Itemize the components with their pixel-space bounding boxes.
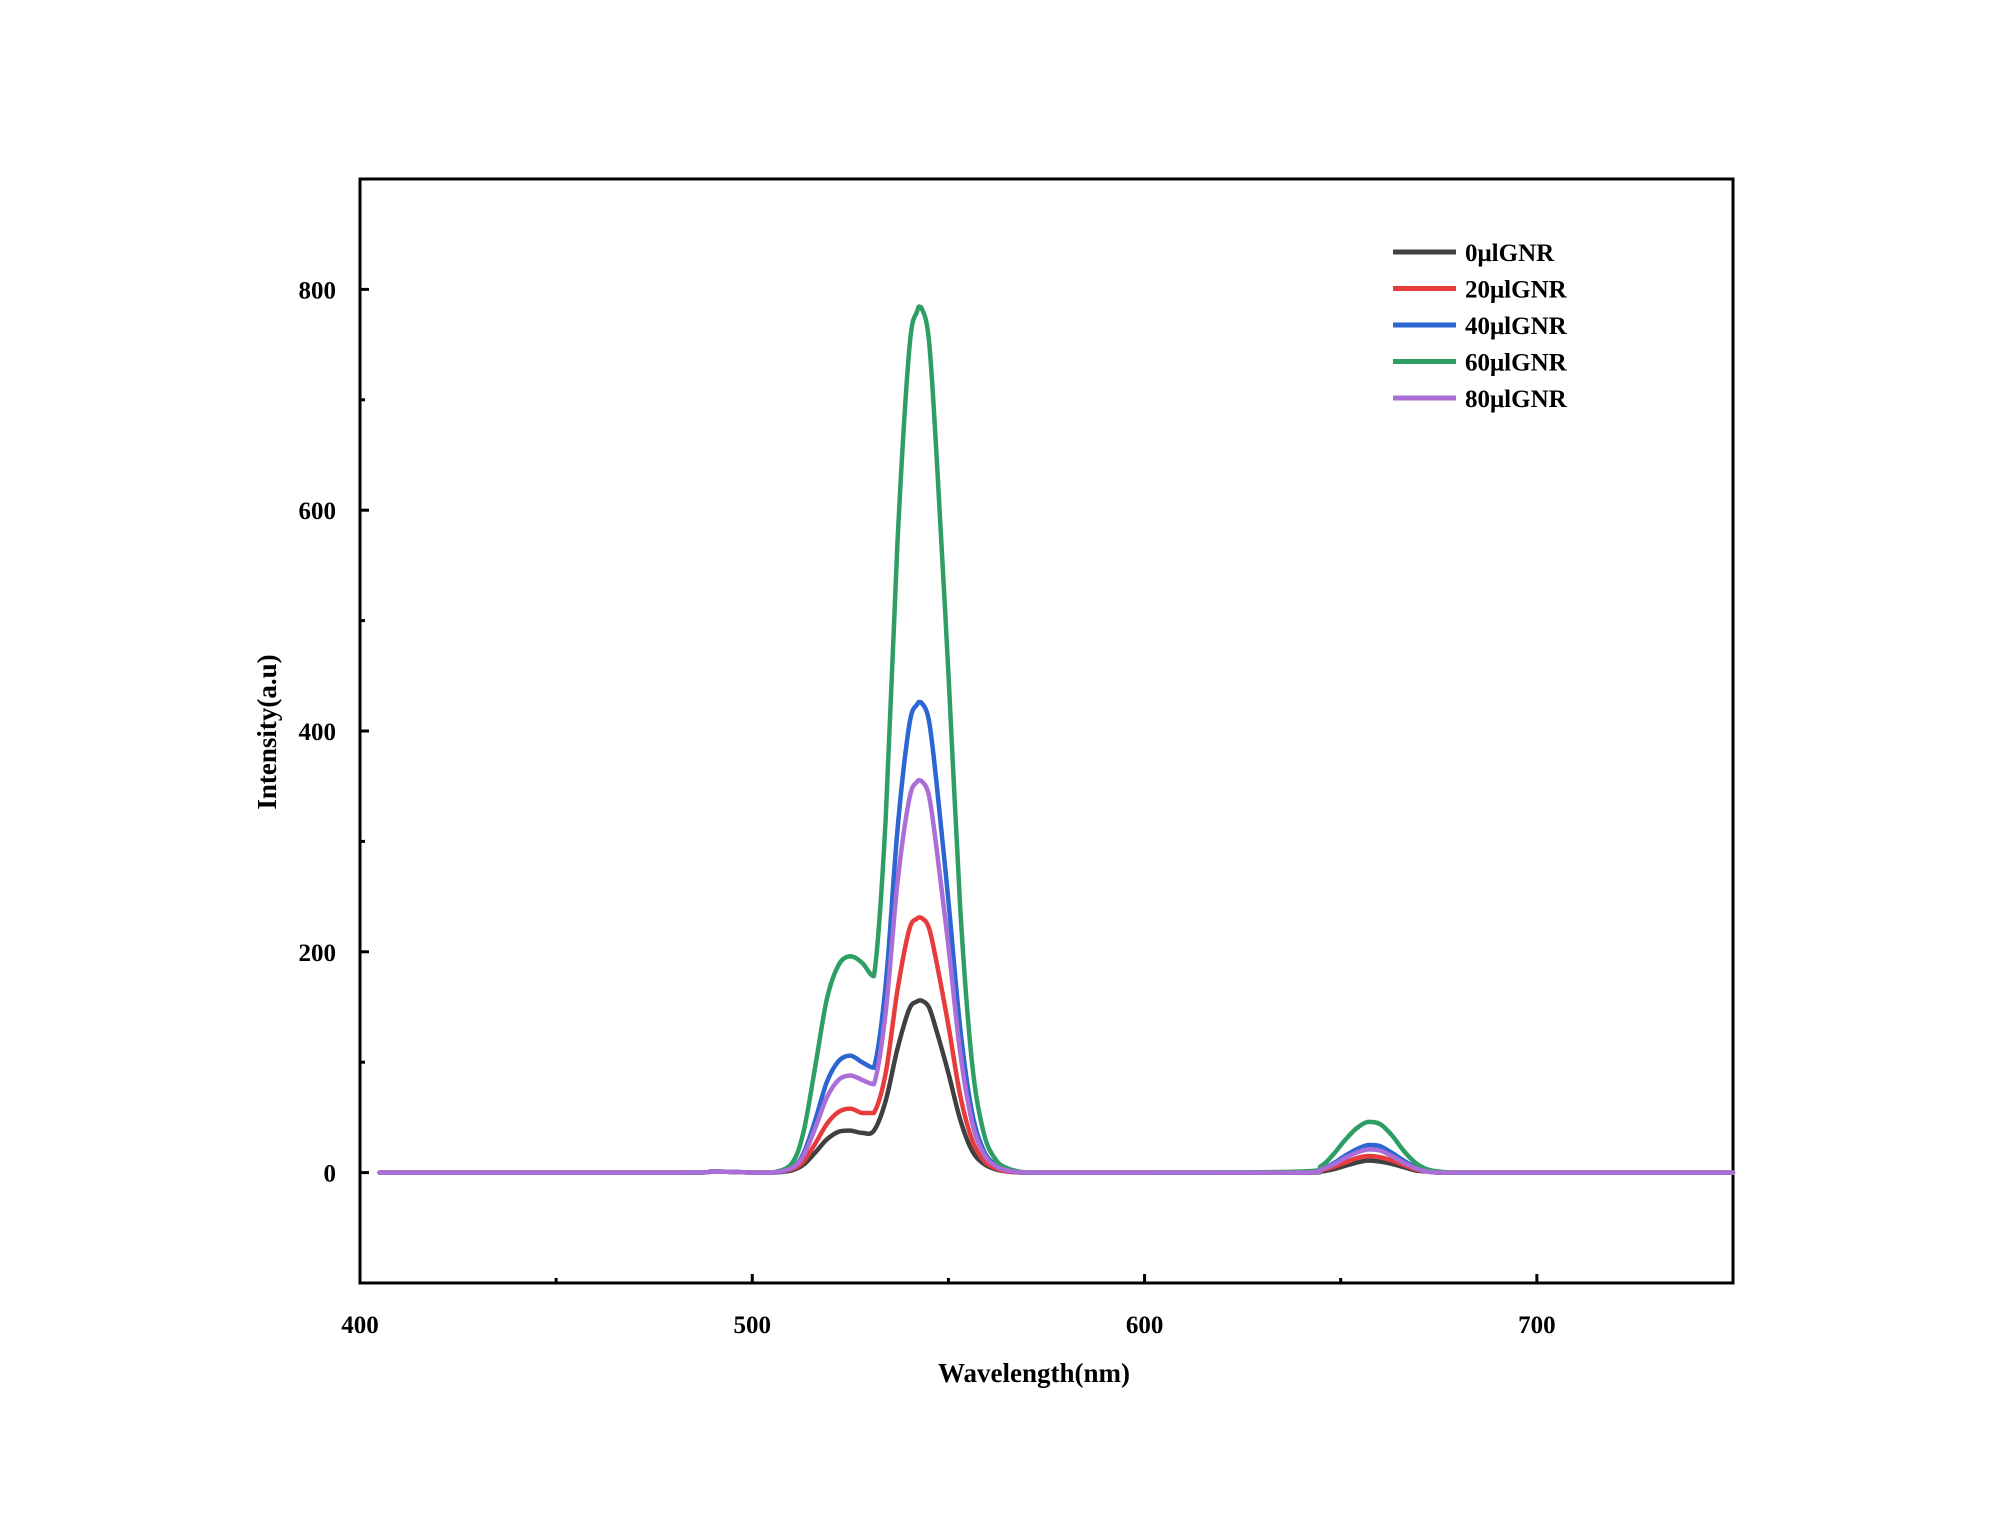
y-tick-label: 400: [299, 719, 337, 746]
y-tick-label: 600: [299, 498, 337, 525]
series-line-40-lgnr: [377, 699, 1736, 1175]
series-line-60-lgnr: [377, 304, 1736, 1175]
plot-frame: [358, 177, 1735, 1285]
series-line-0-lgnr: [377, 998, 1736, 1175]
x-tick-label: 600: [1126, 1312, 1164, 1339]
series-line-80-lgnr: [377, 777, 1736, 1175]
legend-label: 0μlGNR: [1465, 240, 1555, 267]
y-tick-label: 0: [324, 1161, 337, 1188]
legend: 0μlGNR 20μlGNR 40μlGNR 60μlGNR 80μlGNR: [1393, 240, 1568, 413]
series-line-20-lgnr: [377, 915, 1736, 1175]
legend-label: 20μlGNR: [1465, 277, 1568, 304]
x-tick-label: 400: [341, 1312, 379, 1339]
x-tick-label: 700: [1518, 1312, 1556, 1339]
x-axis-label: Wavelength(nm): [938, 1358, 1130, 1388]
legend-label: 40μlGNR: [1465, 313, 1568, 340]
series-lines: [377, 304, 1736, 1175]
x-tick-label: 500: [734, 1312, 772, 1339]
y-tick-label: 200: [299, 940, 337, 967]
y-axis-label: Intensity(a.u): [252, 654, 282, 809]
y-tick-label: 800: [299, 277, 337, 304]
axis-ticks: 400 500 600 700 0 200 400 600 800: [299, 277, 1556, 1339]
legend-label: 60μlGNR: [1465, 350, 1568, 377]
legend-label: 80μlGNR: [1465, 386, 1568, 413]
